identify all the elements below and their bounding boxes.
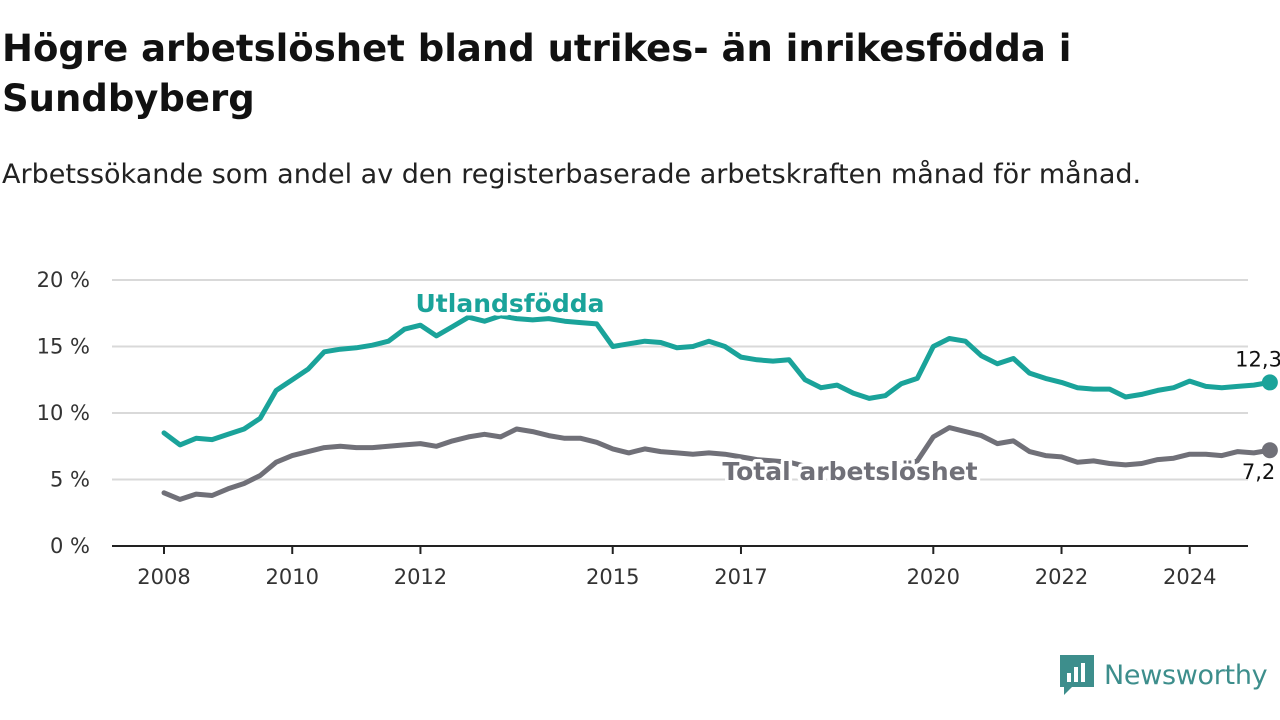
x-tick-label: 2010 [265, 565, 318, 589]
series-line [161, 425, 1273, 502]
y-tick-label: 0 % [50, 534, 90, 558]
series-end-label: 12,3 % [1235, 347, 1280, 371]
series-name-label: Utlandsfödda [416, 289, 605, 318]
series-lines [161, 313, 1278, 502]
y-tick-label: 10 % [37, 401, 90, 425]
chart-subtitle: Arbetssökande som andel av den registerb… [2, 159, 1142, 190]
y-tick-label: 20 % [37, 268, 90, 292]
x-tick-label: 2020 [907, 565, 960, 589]
gridlines [112, 279, 1248, 481]
series-labels: 12,3 % 7,2 % Utlandsfödda Total arbetslöshe… [412, 286, 1280, 490]
y-tick-label: 15 % [37, 335, 90, 359]
y-tick-label: 5 % [50, 468, 90, 492]
x-tick-label: 2012 [394, 565, 447, 589]
y-axis-ticks: 0 % 5 % 10 % 15 % 20 % [37, 268, 90, 558]
x-axis: 2008 2010 2012 2015 2017 2020 2022 2024 [112, 545, 1248, 589]
x-tick-label: 2015 [586, 565, 639, 589]
series-end-point [1261, 442, 1278, 459]
series-end-label: 7,2 % [1242, 460, 1280, 484]
x-tick-label: 2017 [714, 565, 767, 589]
series-end-point [1261, 374, 1278, 391]
newsworthy-logo-icon [1060, 655, 1094, 695]
x-tick-label: 2022 [1035, 565, 1088, 589]
newsworthy-brand: Newsworthy [1058, 653, 1268, 697]
chart-title: Högre arbetslöshet bland utrikes- än inr… [2, 27, 1072, 120]
line-chart: 0 %5 %10 %15 %20 % 2008 2010 2012 2015 2017 2… [37, 268, 1280, 589]
series-line [161, 313, 1273, 448]
x-tick-label: 2024 [1163, 565, 1216, 589]
series-name-label: Total arbetslöshet [722, 457, 977, 486]
brand-name: Newsworthy [1104, 659, 1268, 691]
x-tick-label: 2008 [137, 565, 190, 589]
